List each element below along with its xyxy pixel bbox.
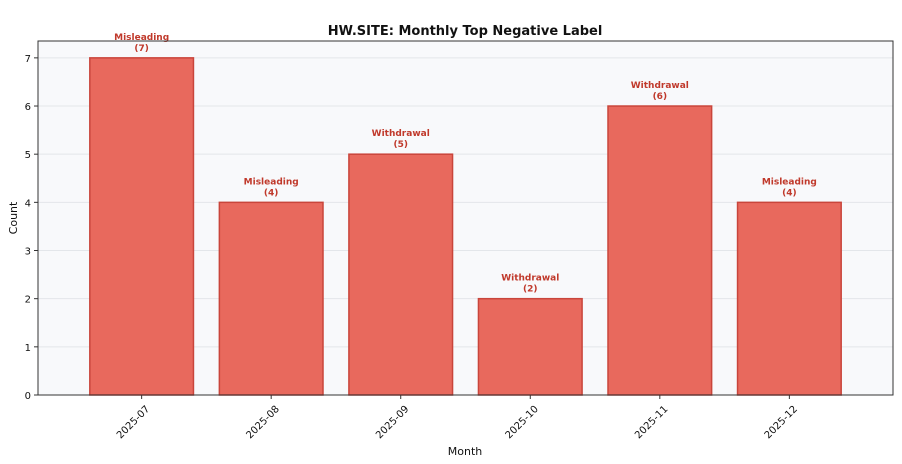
bar-value-label: (4) (782, 188, 797, 198)
bar-category-label: Misleading (762, 177, 817, 187)
bar-labels-layer: Misleading(7)Misleading(4)Withdrawal(5)W… (114, 33, 817, 295)
y-axis: 0 1 2 3 4 5 6 7 (25, 54, 38, 402)
y-tick-label: 2 (25, 295, 31, 306)
bar-value-label: (7) (134, 44, 149, 54)
y-tick-label: 3 (25, 247, 31, 258)
y-tick-label: 5 (25, 150, 31, 161)
x-tick-label: 2025-10 (504, 404, 541, 441)
y-tick-label: 6 (25, 102, 31, 113)
bar-value-label: (4) (264, 188, 279, 198)
bar (607, 105, 713, 396)
y-tick-label: 4 (25, 198, 31, 209)
plot-frame (37, 40, 894, 396)
bar-category-label: Withdrawal (372, 129, 430, 139)
bar (218, 201, 324, 396)
x-axis-label: Month (448, 445, 483, 458)
bar-value-label: (2) (523, 285, 538, 295)
bar-category-label: Withdrawal (631, 81, 689, 91)
bar (736, 201, 842, 396)
bar-value-label: (6) (653, 92, 668, 102)
x-tick-label: 2025-11 (633, 404, 670, 441)
y-axis-label: Count (7, 201, 20, 234)
x-tick-label: 2025-08 (245, 404, 282, 441)
bar (89, 57, 195, 396)
y-tick-label: 7 (25, 54, 31, 65)
bar (477, 297, 583, 396)
bar-category-label: Misleading (244, 177, 299, 187)
bar-category-label: Misleading (114, 33, 169, 43)
y-tick-label: 0 (25, 391, 31, 402)
bar (348, 153, 454, 396)
x-tick-label: 2025-09 (374, 404, 411, 441)
y-tick-label: 1 (25, 343, 31, 354)
x-tick-label: 2025-12 (763, 404, 800, 441)
bars-layer (89, 57, 842, 396)
bar-value-label: (5) (393, 140, 408, 150)
chart-title: HW.SITE: Monthly Top Negative Label (328, 24, 603, 39)
bar-category-label: Withdrawal (501, 274, 559, 284)
x-axis: 2025-07 2025-08 2025-09 2025-10 2025-11 2025-… (115, 395, 800, 441)
x-tick-label: 2025-07 (115, 404, 152, 441)
